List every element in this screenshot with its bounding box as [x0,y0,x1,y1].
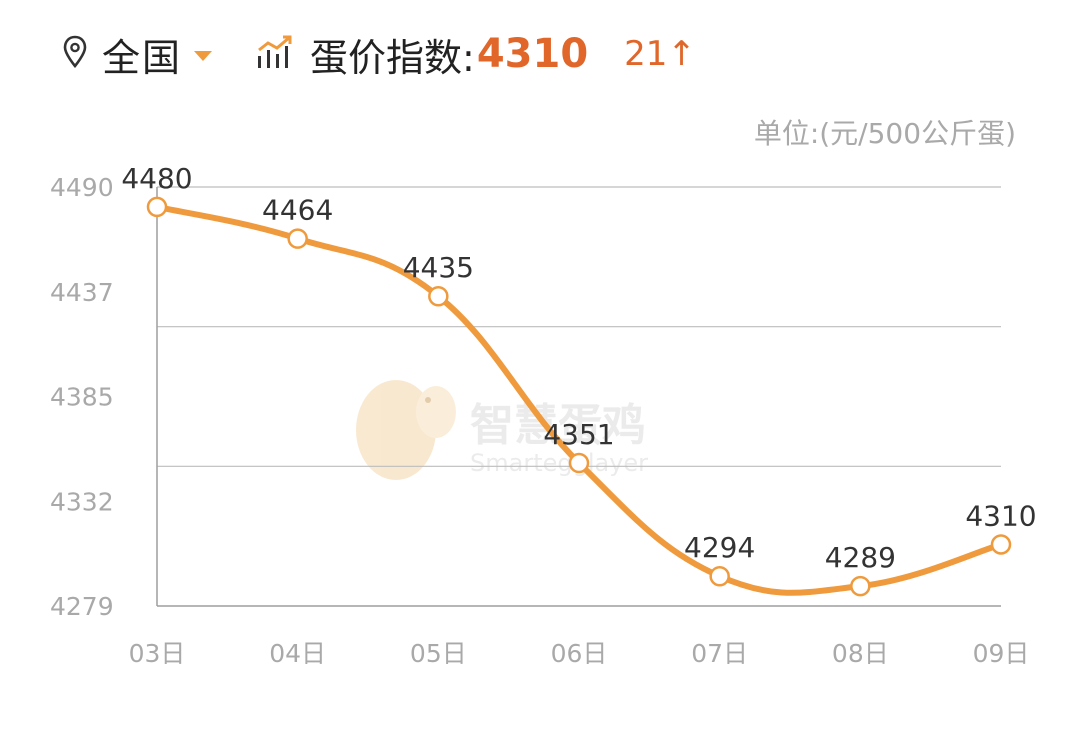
data-label: 4480 [121,162,192,195]
x-tick-label: 08日 [832,639,889,668]
data-label: 4464 [262,194,333,227]
watermark: 智慧蛋鸡 Smartegglayer [356,380,648,480]
x-tick-label: 05日 [410,639,467,668]
trend-chart-icon [256,34,296,74]
data-point[interactable] [709,565,730,587]
data-point[interactable] [146,196,168,218]
data-point[interactable] [850,575,871,597]
y-tick-label: 4279 [50,592,114,621]
data-point[interactable] [428,285,449,307]
region-label: 全国 [102,35,183,80]
header-bar: 全国 蛋价指数: 4310 21↑ [62,26,1060,82]
data-point[interactable] [287,228,308,249]
data-point[interactable] [990,534,1012,555]
data-label: 4435 [403,251,474,284]
y-tick-label: 4437 [50,278,114,307]
data-label: 4289 [825,541,896,574]
index-label: 蛋价指数: [310,35,475,80]
index-summary: 蛋价指数: 4310 21↑ [256,27,696,82]
y-tick-label: 4385 [50,383,114,412]
chick-logo-icon [356,380,456,480]
region-selector[interactable]: 全国 [62,27,213,82]
x-tick-label: 06日 [551,639,608,668]
x-tick-label: 04日 [269,639,326,668]
x-tick-label: 07日 [691,639,748,668]
index-value: 4310 [476,31,589,77]
index-change: 21↑ [624,34,696,74]
x-tick-label: 03日 [129,639,186,668]
location-pin-icon [62,35,88,73]
data-label: 4351 [543,418,614,451]
y-tick-label: 4490 [50,173,114,202]
data-label: 4310 [965,499,1036,532]
data-point[interactable] [568,452,590,474]
caret-down-icon [194,51,213,61]
data-label: 4294 [684,531,755,564]
unit-label: 单位:(元/500公斤蛋) [753,117,1016,150]
y-tick-label: 4332 [50,487,114,516]
x-tick-label: 09日 [973,639,1030,668]
watermark-en: Smartegglayer [470,449,648,477]
